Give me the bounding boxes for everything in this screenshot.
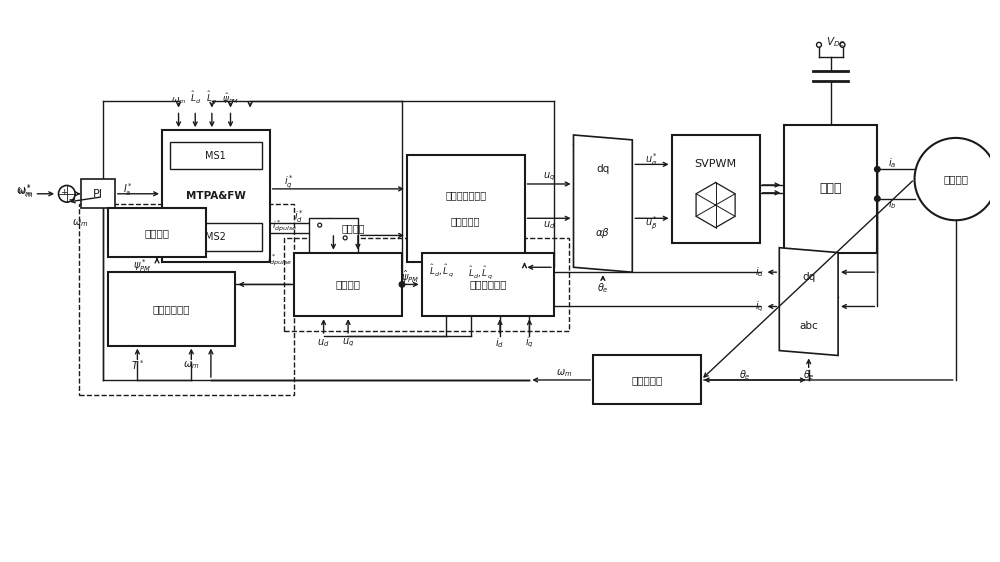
Bar xyxy=(170,142,262,169)
Text: $\hat{L}_d, \hat{L}_q$: $\hat{L}_d, \hat{L}_q$ xyxy=(468,264,493,280)
Bar xyxy=(284,238,569,331)
Text: dq: dq xyxy=(802,272,815,282)
Text: +: + xyxy=(60,188,68,197)
Circle shape xyxy=(875,166,880,172)
Polygon shape xyxy=(779,248,838,356)
Bar xyxy=(108,209,206,257)
Text: $\hat{L}_d$: $\hat{L}_d$ xyxy=(190,89,201,106)
Text: PI: PI xyxy=(93,189,103,199)
Text: $u_q$: $u_q$ xyxy=(543,171,555,183)
Text: $i_{dpulse}^*$: $i_{dpulse}^*$ xyxy=(267,253,292,268)
Bar xyxy=(672,135,760,243)
Text: MTPA&FW: MTPA&FW xyxy=(186,191,246,201)
Text: $\psi_{PM}^*$: $\psi_{PM}^*$ xyxy=(133,257,151,274)
Text: MS2: MS2 xyxy=(205,232,226,242)
Circle shape xyxy=(399,282,405,287)
Text: $T^*$: $T^*$ xyxy=(131,359,144,372)
Text: 电流控制器: 电流控制器 xyxy=(451,216,480,226)
Text: $\alpha\beta$: $\alpha\beta$ xyxy=(595,226,610,240)
Text: 记忆电机: 记忆电机 xyxy=(943,174,968,184)
Bar xyxy=(422,252,554,316)
Text: $\hat{L}_d, \hat{L}_q$: $\hat{L}_d, \hat{L}_q$ xyxy=(429,262,454,279)
Bar xyxy=(81,179,115,209)
Text: 调磁控制模块: 调磁控制模块 xyxy=(153,304,190,314)
Text: $i_d$: $i_d$ xyxy=(755,265,764,279)
Text: $\hat{L}_q$: $\hat{L}_q$ xyxy=(206,89,217,106)
Text: $i_a$: $i_a$ xyxy=(888,156,896,170)
Text: $i_q$: $i_q$ xyxy=(525,336,534,350)
Text: dq: dq xyxy=(596,164,610,174)
Circle shape xyxy=(875,196,880,201)
Text: $\omega_m^*$: $\omega_m^*$ xyxy=(17,183,33,200)
Text: 切换信号: 切换信号 xyxy=(341,223,365,233)
Text: $i_b$: $i_b$ xyxy=(888,198,896,211)
Text: $\omega_m^*$: $\omega_m^*$ xyxy=(16,183,33,200)
Text: 磁链观测: 磁链观测 xyxy=(336,279,361,289)
Text: 脉冲电流: 脉冲电流 xyxy=(144,228,170,238)
Bar xyxy=(170,223,262,251)
Text: MS1: MS1 xyxy=(205,151,226,161)
Text: $u_\beta^*$: $u_\beta^*$ xyxy=(645,215,658,232)
Bar xyxy=(79,203,294,395)
Text: $V_{DC}$: $V_{DC}$ xyxy=(826,35,846,49)
Text: $\omega_m$: $\omega_m$ xyxy=(171,95,186,106)
Text: $\hat{\psi}_{PM}$: $\hat{\psi}_{PM}$ xyxy=(401,269,419,285)
Text: $u_d$: $u_d$ xyxy=(317,337,330,348)
Text: SVPWM: SVPWM xyxy=(695,159,737,169)
Bar xyxy=(108,272,235,346)
Text: $i_q$: $i_q$ xyxy=(755,300,764,314)
Text: $u_q$: $u_q$ xyxy=(342,337,354,349)
Text: $i_d^*$: $i_d^*$ xyxy=(294,208,304,225)
Polygon shape xyxy=(574,135,632,272)
Bar xyxy=(784,125,877,252)
Text: $\theta_e$: $\theta_e$ xyxy=(803,368,815,382)
Text: 自抗扰前馈解耦: 自抗扰前馈解耦 xyxy=(445,191,486,201)
Bar xyxy=(294,252,402,316)
Bar xyxy=(593,356,701,405)
Text: $i_d$: $i_d$ xyxy=(495,336,505,350)
Text: 电感参数辨识: 电感参数辨识 xyxy=(469,279,507,289)
Text: $u_d$: $u_d$ xyxy=(543,219,555,231)
Text: -: - xyxy=(68,194,72,204)
Text: 光电编码器: 光电编码器 xyxy=(631,375,663,385)
Text: $\omega_m$: $\omega_m$ xyxy=(183,359,199,371)
Text: $\theta_e$: $\theta_e$ xyxy=(597,281,609,294)
Text: $u_\alpha^*$: $u_\alpha^*$ xyxy=(645,151,658,168)
Text: $i_q^*$: $i_q^*$ xyxy=(284,173,294,191)
Text: $I_a^*$: $I_a^*$ xyxy=(123,182,133,198)
Text: $\theta_e$: $\theta_e$ xyxy=(739,368,751,382)
Text: $\omega_m$: $\omega_m$ xyxy=(72,217,88,229)
Text: abc: abc xyxy=(799,321,818,331)
Bar xyxy=(309,218,358,252)
Text: $\omega_m$: $\omega_m$ xyxy=(556,367,572,379)
Bar xyxy=(407,155,524,262)
Bar xyxy=(162,130,270,262)
Text: 逆变器: 逆变器 xyxy=(820,183,842,196)
Text: $\hat{\psi}_{PM}$: $\hat{\psi}_{PM}$ xyxy=(222,91,239,106)
Text: $i_{dpulse}^*$: $i_{dpulse}^*$ xyxy=(272,219,297,234)
